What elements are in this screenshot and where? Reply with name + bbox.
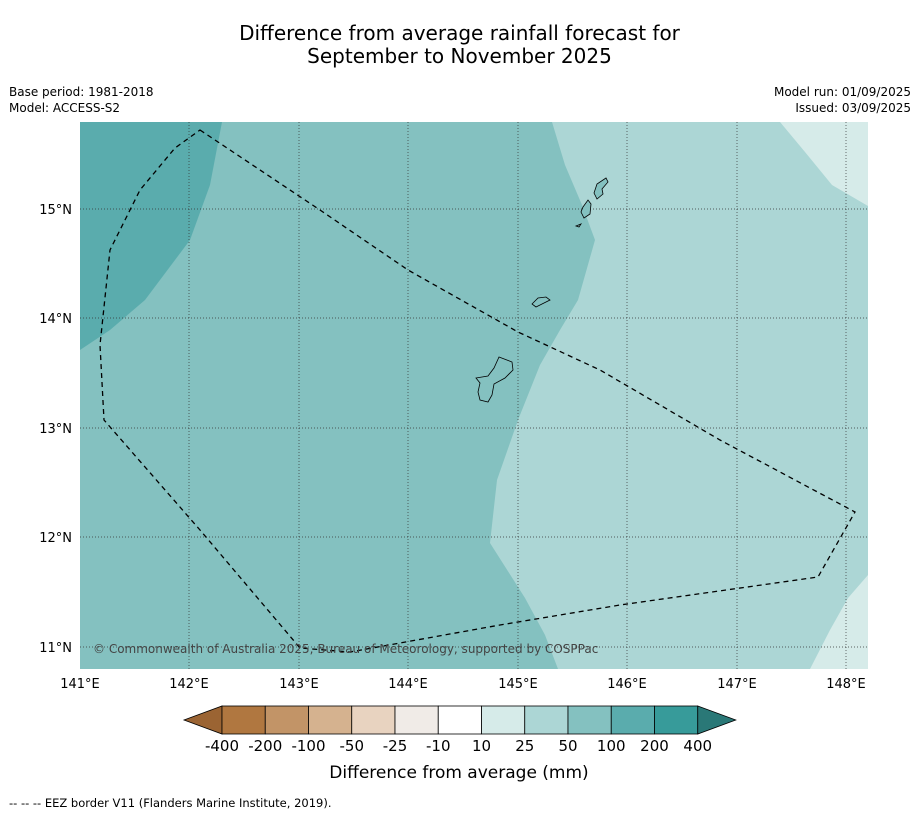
- meta-right: Model run: 01/09/2025 Issued: 03/09/2025: [774, 84, 911, 116]
- lat-tick-label: 12°N: [39, 531, 72, 546]
- colorbar-title: Difference from average (mm): [329, 763, 588, 783]
- issued-date: Issued: 03/09/2025: [795, 101, 911, 115]
- lon-tick-label: 143°E: [279, 677, 319, 692]
- colorbar-extend-low: [182, 705, 223, 735]
- lon-tick-label: 147°E: [717, 677, 757, 692]
- gridlines: [80, 122, 868, 669]
- rota-island: [531, 296, 551, 308]
- chart-title: Difference from average rainfall forecas…: [0, 22, 919, 68]
- lat-ticks: 15°N 14°N 13°N 12°N 11°N: [39, 203, 72, 656]
- colorbar: [182, 705, 737, 735]
- lon-tick-label: 142°E: [169, 677, 209, 692]
- aguijan-island: [574, 223, 583, 228]
- colorbar-tick-label: 200: [640, 737, 669, 755]
- colorbar-swatch: [524, 705, 569, 735]
- map-area: © Commonwealth of Australia 2025, Bureau…: [80, 122, 868, 669]
- copyright-notice: © Commonwealth of Australia 2025, Bureau…: [93, 642, 598, 656]
- lon-tick-label: 146°E: [607, 677, 647, 692]
- rainfall-band-100-200: [80, 122, 222, 350]
- lat-tick-label: 14°N: [39, 312, 72, 327]
- tinian-island: [580, 199, 592, 219]
- colorbar-extend-high: [697, 705, 737, 735]
- colorbar-swatch: [567, 705, 612, 735]
- eez-border: [99, 129, 856, 653]
- colorbar-tick-label: 50: [558, 737, 577, 755]
- lon-tick-label: 144°E: [388, 677, 428, 692]
- eez-legend-note: -- -- -- EEZ border V11 (Flanders Marine…: [9, 796, 332, 810]
- colorbar-swatch: [610, 705, 655, 735]
- colorbar-swatch: [308, 705, 353, 735]
- colorbar-tick-label: -10: [426, 737, 451, 755]
- lat-tick-label: 15°N: [39, 203, 72, 218]
- colorbar-swatch: [221, 705, 266, 735]
- colorbar-tick-label: -200: [248, 737, 282, 755]
- lat-tick-label: 13°N: [39, 422, 72, 437]
- colorbar-tick-label: -50: [340, 737, 365, 755]
- colorbar-swatch: [351, 705, 396, 735]
- rainfall-band-50-100: [80, 122, 595, 669]
- colorbar-labels: -400 -200 -100 -50 -25 -10 10 25 50 100 200 400: [205, 737, 712, 755]
- lon-tick-label: 145°E: [498, 677, 538, 692]
- colorbar-tick-label: 25: [515, 737, 534, 755]
- colorbar-tick-label: -25: [383, 737, 408, 755]
- title-line-2: September to November 2025: [307, 44, 612, 68]
- rainfall-band-10-25-south: [810, 575, 868, 669]
- islands: [475, 177, 609, 403]
- guam-island: [475, 356, 514, 403]
- lon-tick-label: 141°E: [60, 677, 100, 692]
- colorbar-tick-label: 100: [597, 737, 626, 755]
- model-run: Model run: 01/09/2025: [773, 85, 911, 99]
- lon-ticks: 141°E 142°E 143°E 144°E 145°E 146°E 147°…: [60, 677, 866, 692]
- model-name: Model: ACCESS-S2: [9, 101, 121, 115]
- colorbar-tick-label: 400: [683, 737, 712, 755]
- base-period: Base period: 1981-2018: [9, 85, 154, 99]
- colorbar-tick-label: -100: [291, 737, 325, 755]
- colorbar-tick-label: -400: [205, 737, 239, 755]
- meta-left: Base period: 1981-2018 Model: ACCESS-S2: [9, 84, 154, 116]
- colorbar-swatch: [394, 705, 439, 735]
- saipan-island: [593, 177, 609, 200]
- colorbar-swatch: [481, 705, 526, 735]
- colorbar-swatch: [264, 705, 309, 735]
- title-line-1: Difference from average rainfall forecas…: [239, 21, 680, 45]
- colorbar-swatch: [437, 705, 482, 735]
- colorbar-swatch: [654, 705, 699, 735]
- lat-tick-label: 11°N: [39, 641, 72, 656]
- lon-tick-label: 148°E: [826, 677, 866, 692]
- colorbar-tick-label: 10: [472, 737, 491, 755]
